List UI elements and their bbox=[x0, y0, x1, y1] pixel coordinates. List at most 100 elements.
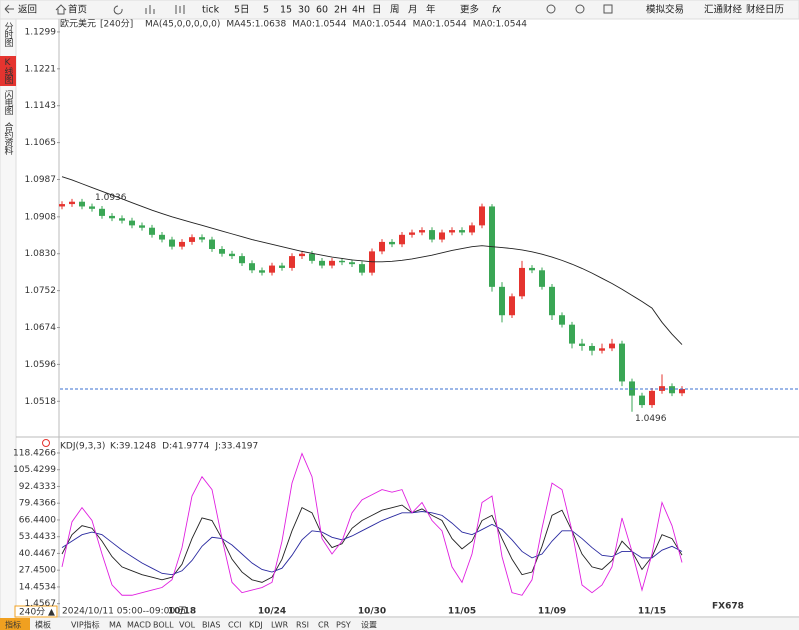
y-tick-label: 1.0987 bbox=[25, 175, 57, 185]
toolbar-button[interactable]: 2H bbox=[334, 5, 347, 16]
candle-body bbox=[409, 232, 415, 235]
toolbar-button[interactable]: 15 bbox=[280, 5, 292, 16]
candle-body bbox=[619, 343, 625, 382]
candle-body bbox=[549, 286, 555, 316]
y-tick-label: 1.0674 bbox=[25, 323, 57, 333]
indicator-tab[interactable]: CR bbox=[318, 621, 330, 630]
candle-body bbox=[269, 265, 275, 273]
legend-item: MA45:1.0638 bbox=[226, 20, 286, 30]
toolbar-button[interactable]: 4H bbox=[352, 5, 365, 16]
sidebar-tab[interactable]: 合约资料 bbox=[3, 121, 14, 156]
toolbar-button[interactable]: 月 bbox=[408, 5, 418, 16]
candle-body bbox=[79, 201, 85, 207]
toolbar-button[interactable]: 返回 bbox=[18, 4, 37, 16]
legend-item: MA0:1.0544 bbox=[473, 20, 527, 30]
period-label[interactable]: 240分 ▲ bbox=[19, 607, 55, 618]
toolbar-button[interactable]: fx bbox=[492, 5, 501, 16]
indicator-tab[interactable]: PSY bbox=[336, 621, 351, 630]
y-tick-label: 66.4400 bbox=[19, 515, 56, 525]
y-tick-label: 1.1299 bbox=[25, 27, 57, 37]
candle-body bbox=[399, 234, 405, 245]
indicator-tab[interactable]: CCI bbox=[228, 621, 242, 630]
high-label: 1.0936 bbox=[95, 193, 127, 203]
candle-body bbox=[219, 249, 225, 254]
toolbar-button[interactable]: 财经日历 bbox=[746, 4, 784, 16]
toolbar-button[interactable]: 汇通财经 bbox=[704, 4, 743, 16]
candle-body bbox=[469, 225, 475, 233]
candle-body bbox=[429, 230, 435, 240]
candle-body bbox=[259, 270, 265, 273]
candle-body bbox=[499, 286, 505, 316]
toolbar-button[interactable]: 30 bbox=[298, 5, 310, 16]
time-label: 2024/10/11 05:00--09:00 五 bbox=[62, 607, 187, 617]
period: [240分] bbox=[100, 19, 133, 30]
home-icon bbox=[55, 4, 67, 15]
candle-body bbox=[119, 218, 125, 221]
candle-body bbox=[299, 253, 305, 257]
legend-item: MA0:1.0544 bbox=[292, 20, 346, 30]
y-tick-label: 1.0596 bbox=[25, 360, 57, 370]
indicator-tab[interactable]: BIAS bbox=[202, 621, 220, 630]
candle-body bbox=[239, 256, 245, 264]
candle-body bbox=[159, 234, 165, 240]
fullscreen-icon bbox=[603, 4, 613, 14]
tab-bar bbox=[0, 618, 799, 630]
candle-body bbox=[149, 227, 155, 235]
y-tick-label: 1.1143 bbox=[25, 101, 57, 111]
candle-body bbox=[389, 241, 395, 245]
indicator-tab[interactable]: 模板 bbox=[35, 620, 51, 630]
candle-body bbox=[279, 265, 285, 268]
indicator-title: KDJ(9,3,3) bbox=[60, 442, 105, 452]
candle-body bbox=[129, 220, 135, 226]
candle-body bbox=[509, 296, 515, 316]
toolbar-button[interactable]: 年 bbox=[426, 4, 436, 16]
candle-body bbox=[229, 253, 235, 257]
toolbar-button[interactable]: 60 bbox=[316, 5, 328, 16]
y-tick-label: 1.0752 bbox=[25, 286, 57, 296]
zoom-out-icon bbox=[575, 4, 585, 14]
indicator-tab[interactable]: VIP指标 bbox=[71, 620, 100, 630]
period-box bbox=[14, 605, 58, 618]
candle-body bbox=[309, 253, 315, 261]
candle-body bbox=[579, 343, 585, 346]
toolbar-button[interactable]: 首页 bbox=[68, 4, 87, 16]
candle-body bbox=[649, 390, 655, 406]
candle-body bbox=[449, 230, 455, 233]
indicator-tab[interactable]: RSI bbox=[296, 621, 309, 630]
indicator-tab[interactable]: LWR bbox=[271, 621, 289, 630]
candle-body bbox=[109, 215, 115, 219]
toolbar-button[interactable]: 5 bbox=[263, 5, 269, 16]
toolbar-button[interactable]: 更多 bbox=[460, 4, 479, 16]
kdj-line bbox=[61, 504, 683, 583]
bar-icon bbox=[145, 5, 155, 14]
toolbar-button[interactable]: 模拟交易 bbox=[646, 4, 684, 16]
toolbar-button[interactable]: 日 bbox=[372, 5, 382, 16]
candle-body bbox=[199, 237, 205, 240]
y-tick-label: 27.4500 bbox=[19, 566, 56, 576]
candle-body bbox=[639, 395, 645, 406]
candle-body bbox=[289, 256, 295, 268]
sidebar-tab[interactable]: 分时图 bbox=[3, 22, 14, 48]
toolbar-button[interactable]: tick bbox=[202, 5, 220, 16]
candle-body bbox=[189, 237, 195, 242]
candle-body bbox=[439, 232, 445, 240]
candle-body bbox=[529, 267, 535, 271]
candle-body bbox=[539, 270, 545, 287]
sidebar-tab[interactable]: 闪电图 bbox=[3, 90, 14, 116]
indicator-tab[interactable]: MA bbox=[109, 621, 122, 630]
candle-body bbox=[59, 204, 65, 207]
legend-item: MA0:1.0544 bbox=[413, 20, 467, 30]
toolbar-button[interactable]: 周 bbox=[390, 5, 400, 16]
indicator-tab[interactable]: KDJ bbox=[249, 621, 263, 630]
candle-body bbox=[559, 315, 565, 325]
x-tick-label: 11/05 bbox=[448, 607, 476, 617]
toolbar-button[interactable]: 5日 bbox=[234, 5, 250, 16]
indicator-tab[interactable]: MACD bbox=[127, 621, 151, 630]
indicator-tab[interactable]: BOLL bbox=[153, 621, 174, 630]
indicator-tab[interactable]: VOL bbox=[179, 621, 196, 630]
sidebar-tab[interactable]: K线图 bbox=[3, 58, 14, 85]
indicator-tab[interactable]: 指标 bbox=[5, 620, 21, 630]
y-tick-label: 1.1065 bbox=[25, 138, 57, 148]
indicator-tab[interactable]: 设置 bbox=[361, 620, 377, 630]
